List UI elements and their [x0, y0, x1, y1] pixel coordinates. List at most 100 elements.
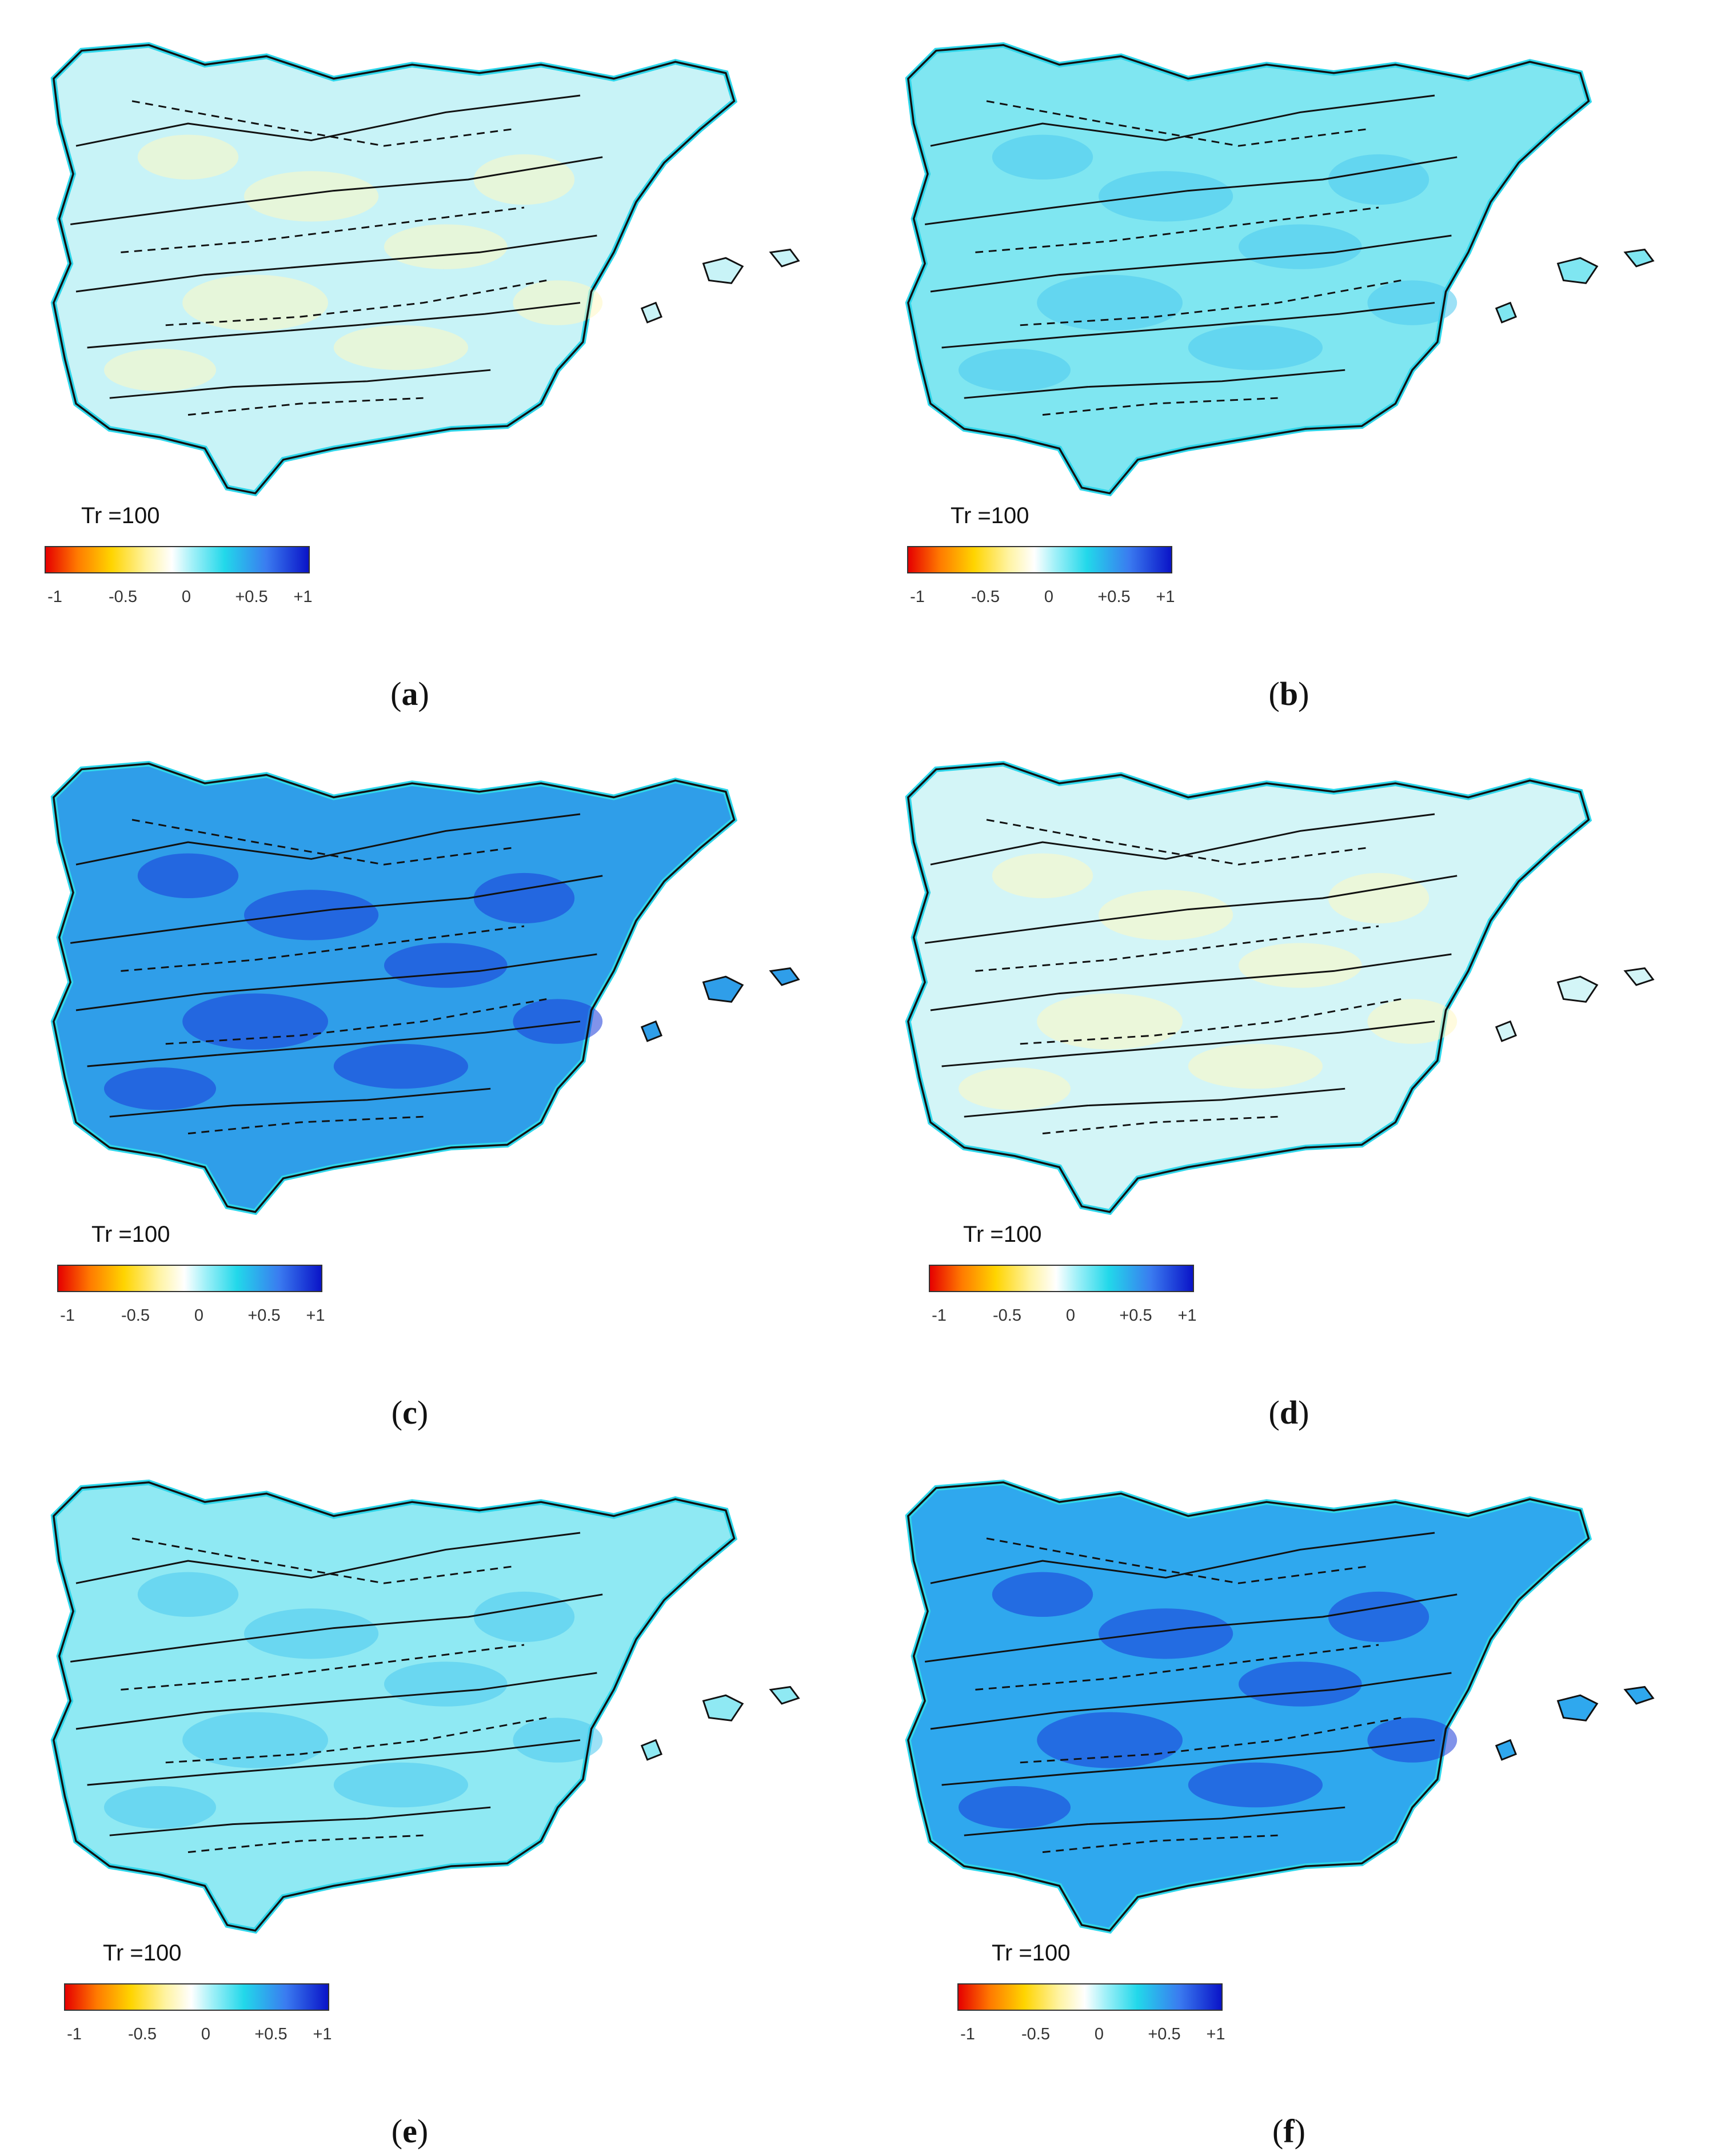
value-blotch: [384, 1661, 508, 1707]
island-shape: [1556, 975, 1599, 1003]
value-blotch: [333, 1043, 468, 1089]
panel-caption: (a): [390, 675, 429, 712]
island-shape: [640, 1739, 663, 1761]
value-blotch: [473, 154, 575, 205]
basin-boundary: [941, 1021, 1435, 1067]
panel-caption: (b): [1268, 675, 1309, 712]
island-shape: [1556, 257, 1599, 284]
basin-boundary: [109, 1806, 491, 1836]
value-blotch: [1188, 1762, 1323, 1808]
basin-boundary: [70, 156, 603, 225]
coastline: [907, 1481, 1590, 1932]
island-shape: [769, 1685, 800, 1705]
tick-label: -1: [60, 1306, 75, 1325]
island-shape: [640, 301, 663, 324]
peninsula-shape: [905, 1479, 1592, 1934]
peninsula-shape: [50, 1479, 738, 1934]
tick-label: -0.5: [993, 1306, 1021, 1325]
island-shape: [1623, 248, 1655, 268]
tick-label: -0.5: [971, 588, 1000, 606]
island-shape: [702, 975, 744, 1003]
tick-label: +1: [1177, 1306, 1197, 1325]
tick-label: -0.5: [121, 1306, 150, 1325]
value-blotch: [1239, 943, 1362, 988]
island-shape: [1556, 1694, 1599, 1721]
value-blotch: [104, 1786, 216, 1829]
tick-label: -0.5: [109, 588, 137, 606]
colorbar-ticks: -1 -0.5 0 +0.5 +1: [64, 2025, 338, 2048]
panel-caption: (d): [1268, 1394, 1309, 1431]
value-blotch: [1037, 1712, 1183, 1768]
tick-label: +0.5: [1148, 2025, 1181, 2043]
value-blotch: [959, 348, 1071, 392]
basin-boundary: [109, 369, 491, 399]
value-blotch: [1367, 1717, 1458, 1763]
value-blotch: [473, 872, 575, 924]
value-blotch: [104, 1067, 216, 1110]
colorbar: [929, 1265, 1194, 1292]
legend-title: Tr =100: [103, 1940, 182, 1966]
value-blotch: [244, 171, 379, 222]
island-shape: [769, 248, 800, 268]
tick-label: -1: [932, 1306, 947, 1325]
map-panel-e: Tr =100 -1 -0.5 0 +0.5 +1 (e): [0, 1437, 854, 2156]
tick-label: 0: [1044, 588, 1054, 606]
island-shape: [702, 257, 744, 284]
map-panel-c: Tr =100 -1 -0.5 0 +0.5 +1 (c): [0, 719, 854, 1437]
basin-boundary: [964, 369, 1345, 399]
value-blotch: [244, 890, 379, 940]
value-blotch: [1099, 890, 1233, 940]
tick-label: -1: [960, 2025, 975, 2043]
value-blotch: [182, 1712, 328, 1768]
river-line: [975, 206, 1379, 253]
tick-label: -1: [67, 2025, 82, 2043]
tick-label: -0.5: [1021, 2025, 1050, 2043]
tick-label: +0.5: [1119, 1306, 1152, 1325]
basin-boundary: [964, 1806, 1345, 1836]
basin-boundary: [75, 234, 597, 293]
river-line: [986, 100, 1368, 147]
basin-boundary: [87, 1021, 581, 1067]
panel-caption: (e): [391, 2113, 429, 2150]
basin-boundary: [75, 813, 581, 866]
river-line: [986, 1537, 1368, 1584]
colorbar-ticks: -1 -0.5 0 +0.5 +1: [957, 2025, 1232, 2048]
legend-title: Tr =100: [963, 1222, 1042, 1247]
colorbar-ticks: -1 -0.5 0 +0.5 +1: [929, 1306, 1203, 1329]
value-blotch: [1099, 171, 1233, 222]
river-line: [187, 397, 424, 416]
river-line: [1042, 1115, 1278, 1135]
island-shape: [1623, 967, 1655, 986]
tick-label: -1: [47, 588, 62, 606]
tick-label: +0.5: [254, 2025, 288, 2043]
river-line: [1042, 1834, 1278, 1854]
value-blotch: [182, 274, 328, 331]
island-shape: [1623, 1685, 1655, 1705]
value-blotch: [1037, 993, 1183, 1050]
colorbar: [45, 546, 310, 573]
value-blotch: [1367, 280, 1458, 325]
colorbar-ticks: -1 -0.5 0 +0.5 +1: [57, 1306, 332, 1329]
basin-boundary: [964, 1087, 1345, 1118]
value-blotch: [137, 1572, 239, 1617]
value-blotch: [384, 224, 508, 269]
value-blotch: [959, 1786, 1071, 1829]
value-blotch: [137, 853, 239, 898]
peninsula-shape: [905, 42, 1592, 497]
river-line: [165, 998, 547, 1045]
value-blotch: [1037, 274, 1183, 331]
tick-label: 0: [1094, 2025, 1104, 2043]
river-line: [165, 1716, 547, 1764]
value-blotch: [1328, 154, 1430, 205]
peninsula-shape: [905, 760, 1592, 1216]
value-blotch: [104, 348, 216, 392]
coastline: [907, 44, 1590, 495]
basin-boundary: [930, 234, 1452, 293]
basin-boundary: [925, 156, 1458, 225]
tick-label: 0: [181, 588, 191, 606]
map-panel-f: Tr =100 -1 -0.5 0 +0.5 +1 (f): [854, 1437, 1709, 2156]
tick-label: 0: [201, 2025, 211, 2043]
tick-label: +0.5: [247, 1306, 281, 1325]
iberia-map-a: [50, 42, 800, 497]
basin-boundary: [930, 1672, 1452, 1730]
